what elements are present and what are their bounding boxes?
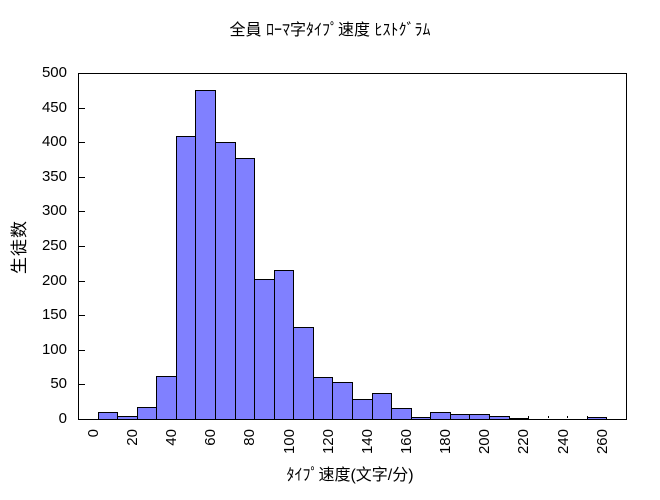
y-tick-label: 0 <box>58 410 67 427</box>
zero-bin-edge-tick <box>567 416 568 418</box>
y-tick-mark <box>79 350 85 351</box>
histogram-bar <box>117 416 138 420</box>
y-tick-label: 400 <box>41 133 67 150</box>
histogram-bar <box>254 279 275 420</box>
x-tick-label: 60 <box>202 429 219 446</box>
plot-area <box>78 73 627 420</box>
histogram-bar <box>469 414 490 420</box>
x-tick-label: 100 <box>281 429 298 455</box>
histogram-bar <box>411 417 431 420</box>
y-tick-mark <box>79 108 85 109</box>
zero-bin-edge-tick <box>548 416 549 418</box>
histogram-bar <box>430 412 451 420</box>
y-tick-mark <box>79 246 85 247</box>
histogram-bar <box>450 414 470 420</box>
y-tick-mark <box>79 177 85 178</box>
y-tick-mark <box>79 384 85 385</box>
y-tick-label: 150 <box>41 306 67 323</box>
y-tick-label: 500 <box>41 64 67 81</box>
histogram-bar <box>195 90 216 420</box>
histogram-bar <box>352 399 373 420</box>
histogram-bar <box>274 270 294 420</box>
x-tick-label: 200 <box>476 429 493 455</box>
y-tick-mark <box>79 315 85 316</box>
histogram-bar <box>587 417 607 420</box>
histogram-bar <box>156 376 177 420</box>
histogram-bar <box>313 377 333 420</box>
y-tick-label: 450 <box>41 99 67 116</box>
x-tick-label: 160 <box>398 429 415 455</box>
histogram-bar <box>235 158 255 420</box>
x-tick-label: 220 <box>515 429 532 455</box>
x-tick-label: 240 <box>555 429 572 455</box>
x-axis-label: ﾀｲﾌﾟ速度(文字/分) <box>286 467 414 484</box>
x-tick-label: 180 <box>437 429 454 455</box>
histogram-bar <box>293 327 314 420</box>
x-tick-label: 20 <box>124 429 141 446</box>
y-tick-label: 50 <box>50 375 67 392</box>
histogram-bar <box>372 393 392 420</box>
y-tick-label: 200 <box>41 272 67 289</box>
histogram-bar <box>332 382 353 420</box>
chart-title: 全員 ﾛｰﾏ字ﾀｲﾌﾟ速度 ﾋｽﾄｸﾞﾗﾑ <box>229 22 431 39</box>
x-tick-label: 0 <box>85 429 102 438</box>
histogram-bar <box>176 136 196 420</box>
x-tick-label: 260 <box>594 429 611 455</box>
y-tick-label: 300 <box>41 202 67 219</box>
x-tick-label: 120 <box>320 429 337 455</box>
x-tick-label: 40 <box>163 429 180 446</box>
y-tick-mark <box>79 142 85 143</box>
y-tick-label: 250 <box>41 237 67 254</box>
x-tick-label: 140 <box>359 429 376 455</box>
x-tick-label: 80 <box>241 429 258 446</box>
histogram-bar <box>98 412 118 420</box>
histogram-bar <box>509 418 529 420</box>
histogram-bar <box>489 416 510 420</box>
y-tick-label: 100 <box>41 341 67 358</box>
y-tick-mark <box>79 281 85 282</box>
histogram-bar <box>215 142 236 420</box>
histogram-bar <box>137 407 157 420</box>
y-tick-mark <box>79 211 85 212</box>
y-tick-label: 350 <box>41 168 67 185</box>
zero-bin-edge-tick <box>528 416 529 418</box>
histogram-bar <box>391 408 412 420</box>
y-axis-label: 生徒数 <box>10 220 29 274</box>
